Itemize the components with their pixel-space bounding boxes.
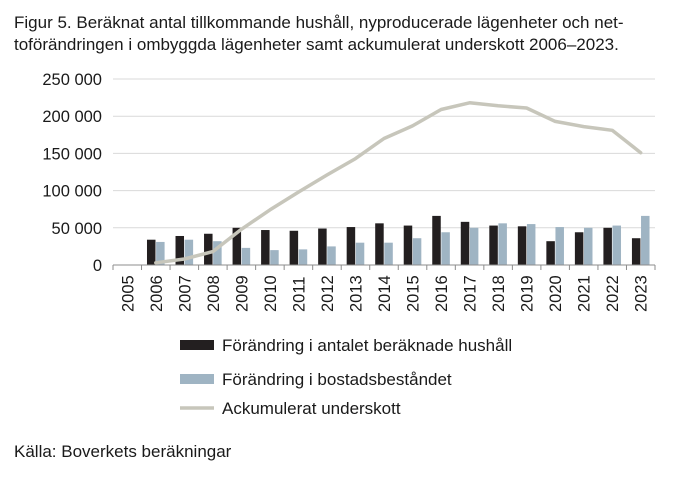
bar-housing-stock [413,238,422,265]
bar-households [318,229,327,265]
y-tick-label: 200 000 [42,108,102,126]
bar-housing-stock [356,243,365,265]
bar-housing-stock [555,227,564,265]
bar-housing-stock [498,223,507,265]
bar-households [461,222,470,265]
bar-housing-stock [242,248,251,265]
y-tick-label: 150 000 [42,145,102,163]
legend-label: Förändring i bostadsbeståndet [222,370,452,389]
bar-households [603,228,612,265]
bar-housing-stock [584,228,593,265]
bar-households [375,223,384,265]
x-tick-label: 2014 [376,275,394,312]
source-note: Källa: Boverkets beräkningar [14,442,231,462]
bar-households [404,226,413,265]
bar-households [546,241,555,265]
x-tick-label: 2020 [547,275,565,312]
legend-label: Ackumulerat underskott [222,399,401,418]
axes: 0 50 000 100 000 150 000 200 000 250 000 2005 2… [42,71,655,312]
bar-households [204,234,213,265]
x-tick-label: 2018 [490,275,508,312]
x-tick-label: 2013 [347,275,365,312]
bar-housing-stock [185,240,194,265]
bar-households [575,232,584,265]
bar-housing-stock [270,250,279,265]
bar-housing-stock [327,246,336,265]
x-tick-label: 2011 [290,277,308,312]
bar-housing-stock [527,224,536,265]
legend-swatch [180,374,214,384]
bar-households [261,230,270,265]
bar-households [632,238,641,265]
x-tick-label: 2015 [405,275,423,312]
bar-housing-stock [441,232,450,265]
y-tick-label: 100 000 [42,183,102,201]
bar-housing-stock [299,249,308,265]
x-tick-label: 2022 [604,275,622,312]
bar-housing-stock [613,226,622,265]
x-tick-label: 2007 [176,275,194,312]
bar-households [290,231,299,265]
line-accumulated-deficit [156,103,641,263]
bar-households [518,226,527,265]
bar-housing-stock [470,228,479,265]
x-tick-label: 2005 [119,275,137,312]
legend: Förändring i antalet beräknade hushåll Fö… [180,336,512,418]
bar-housing-stock [641,216,650,265]
x-tick-label: 2008 [205,275,223,312]
x-tick-label: 2016 [433,275,451,312]
series-lines [156,103,641,263]
legend-label: Förändring i antalet beräknade hushåll [222,336,512,355]
y-tick-label: 0 [93,257,102,275]
bar-households [489,226,498,265]
y-tick-label: 250 000 [42,71,102,89]
x-tick-label: 2017 [462,275,480,312]
bars [147,216,650,265]
x-tick-label: 2009 [233,275,251,312]
x-tick-label: 2006 [148,275,166,312]
x-tick-label: 2012 [319,275,337,312]
x-tick-label: 2019 [519,275,537,312]
gridlines [113,79,655,228]
bar-households [147,240,156,265]
x-tick-label: 2021 [576,275,594,312]
bar-households [432,216,441,265]
bar-housing-stock [384,243,393,265]
legend-swatch [180,340,214,350]
bar-households [347,227,356,265]
x-tick-label: 2010 [262,275,280,312]
x-tick-label: 2023 [633,275,651,312]
y-tick-label: 50 000 [52,220,102,238]
